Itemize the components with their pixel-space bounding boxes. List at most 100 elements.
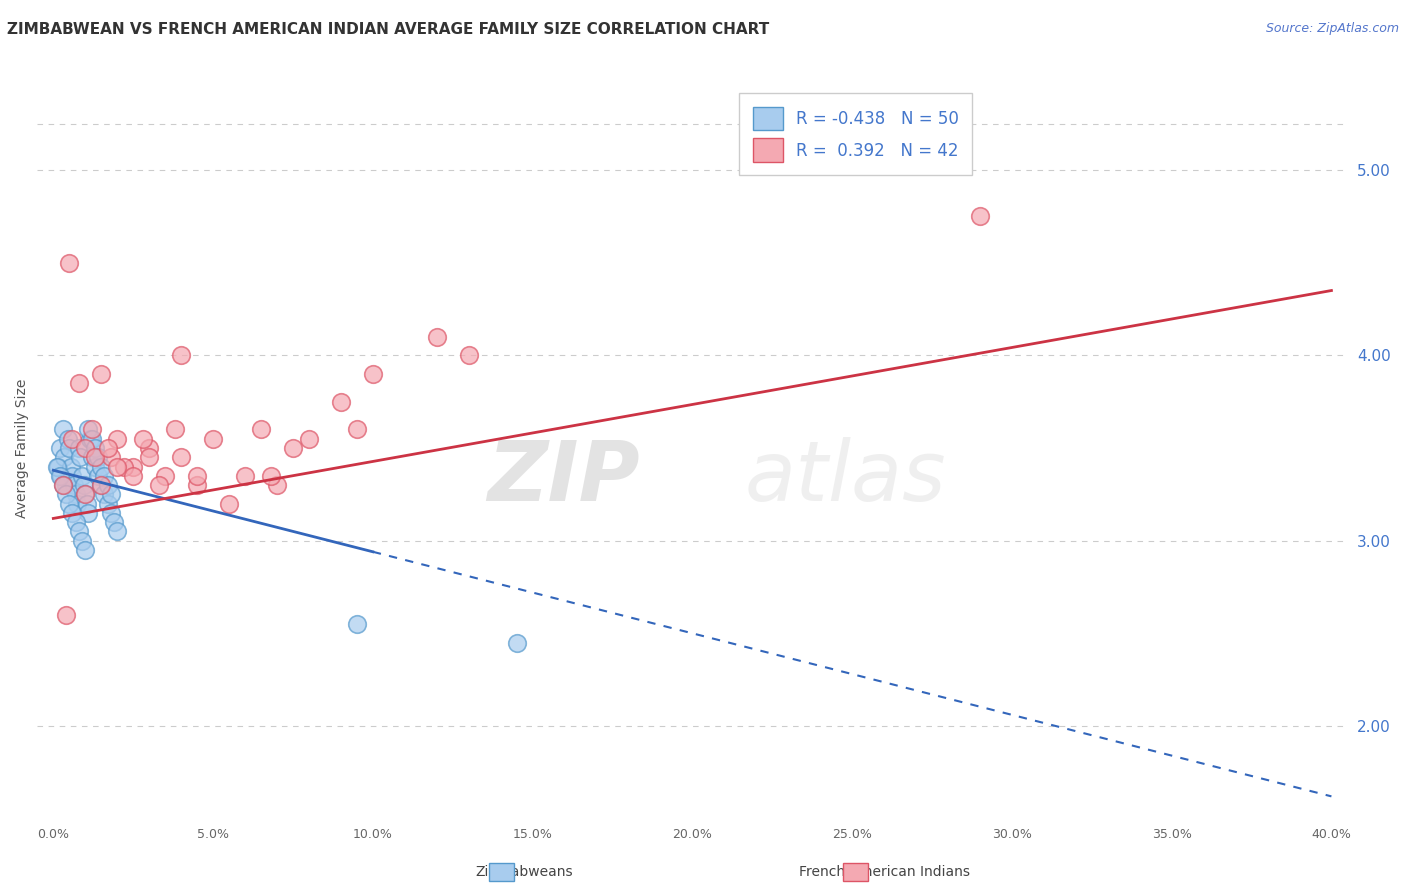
Point xyxy=(75,441,97,455)
Point xyxy=(65,515,87,529)
Point xyxy=(58,441,80,455)
Point xyxy=(65,487,87,501)
Point xyxy=(52,478,75,492)
Point xyxy=(163,422,186,436)
Point xyxy=(186,468,208,483)
Point xyxy=(426,330,449,344)
Point xyxy=(90,459,112,474)
Point xyxy=(67,441,90,455)
Point xyxy=(80,432,103,446)
Point xyxy=(281,441,304,455)
Point xyxy=(62,506,84,520)
Point xyxy=(55,478,77,492)
Point xyxy=(97,441,120,455)
Point xyxy=(122,468,145,483)
Text: Source: ZipAtlas.com: Source: ZipAtlas.com xyxy=(1265,22,1399,36)
Point xyxy=(69,450,91,465)
Point xyxy=(83,459,105,474)
Point xyxy=(100,450,122,465)
Point xyxy=(329,394,352,409)
Point xyxy=(62,432,84,446)
Point xyxy=(77,506,100,520)
Point xyxy=(105,524,128,539)
Point xyxy=(233,468,256,483)
Point xyxy=(170,348,193,362)
Y-axis label: Average Family Size: Average Family Size xyxy=(15,378,30,517)
Point xyxy=(93,487,115,501)
Point xyxy=(132,432,155,446)
Point xyxy=(298,432,321,446)
Point xyxy=(153,468,176,483)
Point xyxy=(48,441,70,455)
Point xyxy=(105,432,128,446)
Text: atlas: atlas xyxy=(745,437,946,518)
Point xyxy=(259,468,281,483)
Point xyxy=(52,478,75,492)
Legend: R = -0.438   N = 50, R =  0.392   N = 42: R = -0.438 N = 50, R = 0.392 N = 42 xyxy=(740,93,973,176)
Point xyxy=(46,459,69,474)
Point xyxy=(90,478,112,492)
Text: ZIMBABWEAN VS FRENCH AMERICAN INDIAN AVERAGE FAMILY SIZE CORRELATION CHART: ZIMBABWEAN VS FRENCH AMERICAN INDIAN AVE… xyxy=(7,22,769,37)
Point xyxy=(67,524,90,539)
Point xyxy=(45,459,67,474)
Point xyxy=(58,256,80,270)
Point xyxy=(56,432,79,446)
Point xyxy=(112,459,135,474)
Point xyxy=(67,376,90,391)
Point xyxy=(79,432,101,446)
Point xyxy=(59,459,82,474)
Point xyxy=(90,367,112,381)
Point xyxy=(100,506,122,520)
Point xyxy=(103,515,125,529)
Point xyxy=(505,635,527,649)
Point xyxy=(93,468,115,483)
Point xyxy=(58,497,80,511)
Point xyxy=(66,497,89,511)
Point xyxy=(48,468,70,483)
Point xyxy=(55,487,77,501)
Point xyxy=(266,478,288,492)
Point xyxy=(148,478,170,492)
Point xyxy=(62,468,84,483)
Point xyxy=(250,422,273,436)
Point xyxy=(87,450,110,465)
Point xyxy=(70,533,93,548)
Point xyxy=(80,450,103,465)
Point xyxy=(70,468,93,483)
Point xyxy=(100,487,122,501)
Point xyxy=(346,617,368,632)
Point xyxy=(51,468,73,483)
Text: ZIP: ZIP xyxy=(488,437,640,518)
Point xyxy=(53,450,76,465)
Point xyxy=(73,478,96,492)
Point xyxy=(77,422,100,436)
Point xyxy=(52,422,75,436)
Point xyxy=(97,478,120,492)
Point xyxy=(90,478,112,492)
Point xyxy=(75,487,97,501)
Text: French American Indians: French American Indians xyxy=(799,865,970,880)
Point xyxy=(186,478,208,492)
Point xyxy=(63,478,86,492)
Text: Zimbabweans: Zimbabweans xyxy=(475,865,572,880)
Point xyxy=(75,487,97,501)
Point xyxy=(138,441,160,455)
Point xyxy=(97,497,120,511)
Point xyxy=(361,367,384,381)
Point xyxy=(202,432,225,446)
Point xyxy=(55,607,77,622)
Point xyxy=(138,450,160,465)
Point xyxy=(83,450,105,465)
Point xyxy=(83,441,105,455)
Point xyxy=(457,348,479,362)
Point xyxy=(218,497,240,511)
Point xyxy=(80,422,103,436)
Point xyxy=(87,468,110,483)
Point xyxy=(105,459,128,474)
Point xyxy=(170,450,193,465)
Point xyxy=(122,459,145,474)
Point xyxy=(75,543,97,558)
Point xyxy=(76,497,98,511)
Point xyxy=(969,210,991,224)
Point xyxy=(346,422,368,436)
